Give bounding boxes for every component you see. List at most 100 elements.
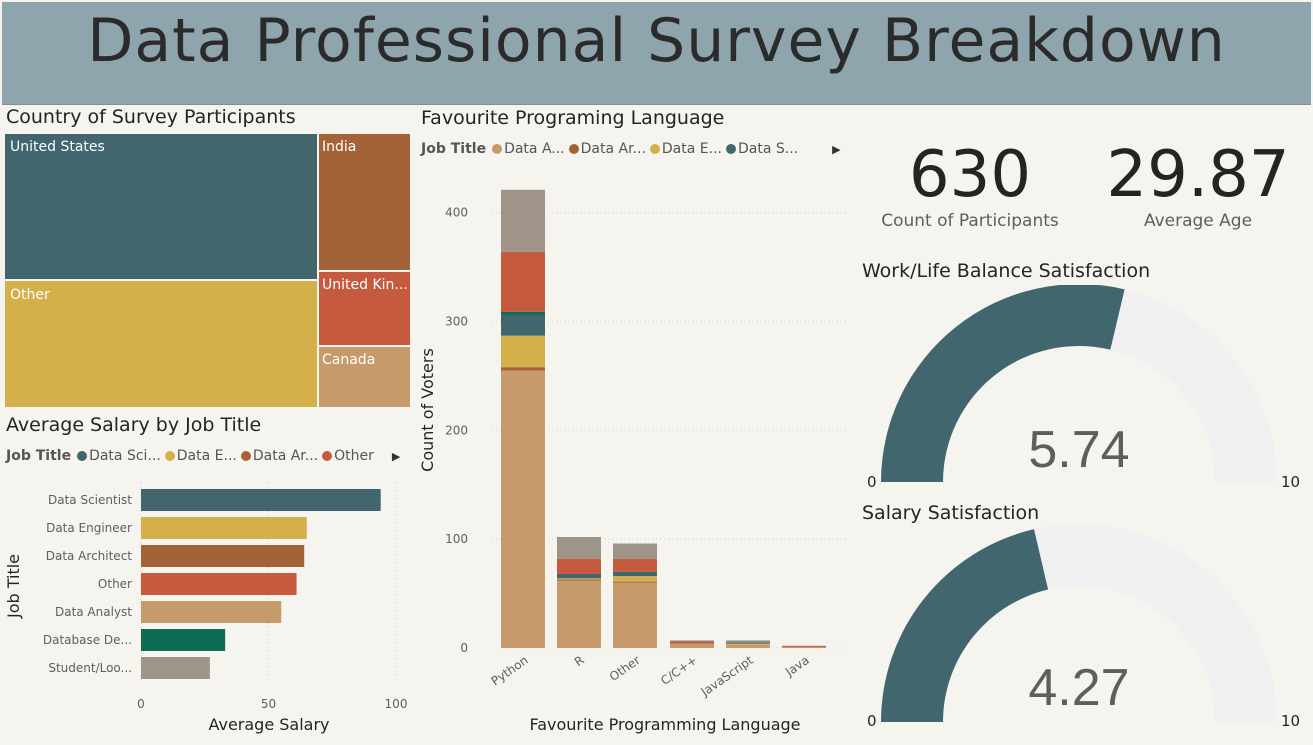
page-title: Data Professional Survey Breakdown	[87, 6, 1226, 76]
legend-label: Data Ar...	[252, 448, 319, 464]
stacked-bar-segment	[782, 645, 826, 647]
stacked-bar-segment	[557, 536, 601, 559]
legend-item[interactable]: Data A...	[492, 141, 565, 157]
stacked-bar-segment	[670, 640, 714, 642]
legend-dot-icon	[77, 451, 88, 461]
stacked-bar-segment	[501, 314, 545, 336]
legend-next-arrow-icon[interactable]: ▶	[832, 142, 841, 156]
y-axis-title: Count of Voters	[418, 348, 437, 472]
legend-dot-icon	[322, 451, 333, 461]
average-age-value: 29.87	[1106, 138, 1290, 212]
treemap-label: Canada	[322, 352, 376, 368]
salary-bar	[141, 657, 210, 679]
stacked-bar-segment	[613, 558, 657, 572]
stacked-bar-segment	[501, 311, 545, 315]
gauge-fill	[881, 285, 1125, 482]
treemap-label: United Kin...	[322, 277, 408, 293]
y-tick-label: Database De...	[43, 633, 132, 647]
y-tick-label: Data Analyst	[55, 605, 132, 619]
legend-title: Job Title	[6, 448, 72, 464]
salary-gauge-title: Salary Satisfaction	[862, 502, 1040, 524]
legend-dot-icon	[568, 144, 579, 154]
legend-label: Data A...	[504, 141, 565, 157]
treemap-label: India	[322, 139, 357, 155]
stacked-bar-segment	[613, 576, 657, 582]
salary-bar	[141, 489, 381, 511]
salary-chart-title: Average Salary by Job Title	[6, 414, 262, 436]
y-tick-label: 100	[445, 532, 468, 546]
stacked-bar-segment	[501, 335, 545, 368]
legend-dot-icon	[725, 144, 736, 154]
language-legend: Job Title Data A... Data Ar... Data E...…	[421, 141, 841, 157]
treemap-cell-other[interactable]: Other	[5, 281, 317, 407]
stacked-bar-segment	[613, 571, 657, 573]
legend-title: Job Title	[421, 141, 487, 157]
worklife-gauge[interactable]	[850, 285, 1310, 490]
salary-legend: Job Title Data Sci... Data E... Data Ar.…	[6, 448, 400, 464]
legend-label: Other	[334, 448, 374, 464]
legend-dot-icon	[164, 451, 175, 461]
y-tick-label: Data Scientist	[48, 493, 132, 507]
average-age-label: Average Age	[1143, 211, 1253, 231]
stacked-bar-segment	[501, 189, 545, 252]
treemap-cell-india[interactable]: India	[319, 134, 410, 270]
salary-bar-chart: 0 50 100 Data Scientist Data Engineer Data Ar…	[4, 483, 408, 734]
stacked-bar-segment	[557, 580, 601, 648]
stacked-bar-segment	[501, 370, 545, 648]
worklife-gauge-max: 10	[1281, 473, 1301, 491]
salary-bar	[141, 573, 297, 595]
y-tick-label: 400	[445, 206, 468, 220]
y-tick-label: Student/Loo...	[48, 661, 132, 675]
stacked-bar-segment	[557, 578, 601, 580]
y-axis-title: Job Title	[4, 554, 23, 619]
stacked-bar-segment	[501, 367, 545, 371]
salary-satisfaction-gauge[interactable]	[850, 525, 1310, 730]
legend-item[interactable]: Data Ar...	[240, 448, 319, 464]
treemap-cell-united-kingdom[interactable]: United Kin...	[319, 272, 410, 345]
x-tick-label: Python	[489, 653, 531, 688]
treemap-label: United States	[10, 139, 105, 155]
salary-gauge-max: 10	[1281, 712, 1301, 730]
x-tick-label: 50	[261, 697, 276, 711]
stacked-bar-segment	[670, 641, 714, 644]
stacked-bar-segment	[726, 643, 770, 645]
salary-gauge-value: 4.27	[1028, 659, 1130, 717]
stacked-bar-segment	[782, 646, 826, 648]
x-tick-label: C/C++	[658, 653, 700, 688]
stacked-bar-segment	[557, 558, 601, 574]
x-tick-label: 0	[137, 697, 145, 711]
salary-bar	[141, 629, 226, 651]
stacked-bar-segment	[613, 543, 657, 559]
treemap-cell-canada[interactable]: Canada	[319, 347, 410, 407]
salary-gauge-min: 0	[867, 712, 877, 730]
legend-item[interactable]: Data Sci...	[77, 448, 161, 464]
header-banner: Data Professional Survey Breakdown	[2, 2, 1311, 105]
salary-bar	[141, 517, 307, 539]
legend-item[interactable]: Data E...	[164, 448, 237, 464]
legend-item[interactable]: Data Ar...	[568, 141, 646, 157]
y-tick-label: Data Architect	[46, 549, 133, 563]
legend-dot-icon	[240, 451, 251, 461]
worklife-gauge-value: 5.74	[1028, 421, 1130, 479]
salary-bar	[141, 545, 305, 567]
worklife-gauge-min: 0	[867, 473, 877, 491]
legend-item[interactable]: Other	[322, 448, 374, 464]
x-tick-label: 100	[385, 697, 408, 711]
legend-item[interactable]: Data S...	[725, 141, 799, 157]
stacked-bar-segment	[726, 642, 770, 644]
treemap-cell-united-states[interactable]: United States	[5, 134, 317, 279]
stacked-bar-segment	[726, 644, 770, 648]
legend-label: Data Sci...	[89, 448, 161, 464]
y-tick-label: Data Engineer	[46, 521, 132, 535]
y-tick-label: 300	[445, 314, 468, 328]
legend-dot-icon	[649, 144, 660, 154]
legend-next-arrow-icon[interactable]: ▶	[391, 449, 401, 463]
y-tick-label: 0	[460, 641, 468, 655]
legend-label: Data S...	[737, 141, 799, 157]
legend-item[interactable]: Data E...	[649, 141, 722, 157]
country-treemap[interactable]: United States Other India United Kin... …	[5, 134, 410, 407]
language-chart-title: Favourite Programing Language	[421, 107, 725, 129]
language-stacked-chart: 0 100 200 300 400 Python R Other C/C++JavaScript…	[418, 189, 847, 734]
legend-label: Data E...	[661, 141, 722, 157]
x-tick-label: Java	[782, 653, 812, 680]
